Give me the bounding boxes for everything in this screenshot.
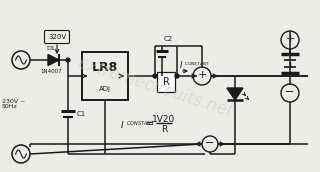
Text: D1: D1	[47, 46, 55, 51]
Polygon shape	[227, 88, 243, 100]
Circle shape	[175, 74, 179, 78]
Text: +: +	[285, 34, 295, 44]
Text: $_{CONSTANT}$: $_{CONSTANT}$	[184, 60, 211, 68]
Text: 230V ~
50Hz: 230V ~ 50Hz	[2, 99, 25, 109]
Text: 320V: 320V	[48, 34, 66, 40]
Bar	[82, 52, 128, 100]
Text: 1N4007: 1N4007	[40, 69, 62, 74]
Circle shape	[153, 74, 157, 78]
Text: C1: C1	[77, 111, 86, 117]
Text: extremecircuits.net: extremecircuits.net	[75, 53, 235, 121]
Text: $_{CONSTANT}$: $_{CONSTANT}$	[126, 120, 156, 128]
Text: −: −	[285, 87, 295, 97]
Bar	[157, 72, 175, 92]
Text: +: +	[197, 70, 207, 80]
Text: =: =	[146, 119, 154, 129]
Text: LR8: LR8	[92, 61, 118, 74]
Text: −: −	[205, 138, 215, 148]
Text: $I$: $I$	[120, 119, 124, 130]
Circle shape	[66, 58, 70, 62]
Text: R: R	[163, 77, 169, 87]
Text: $I$: $I$	[179, 58, 183, 69]
Text: ADJ: ADJ	[99, 87, 111, 92]
Text: 1V20: 1V20	[152, 115, 176, 123]
Text: C2: C2	[164, 36, 173, 42]
Text: R: R	[161, 126, 167, 135]
Polygon shape	[48, 55, 59, 66]
